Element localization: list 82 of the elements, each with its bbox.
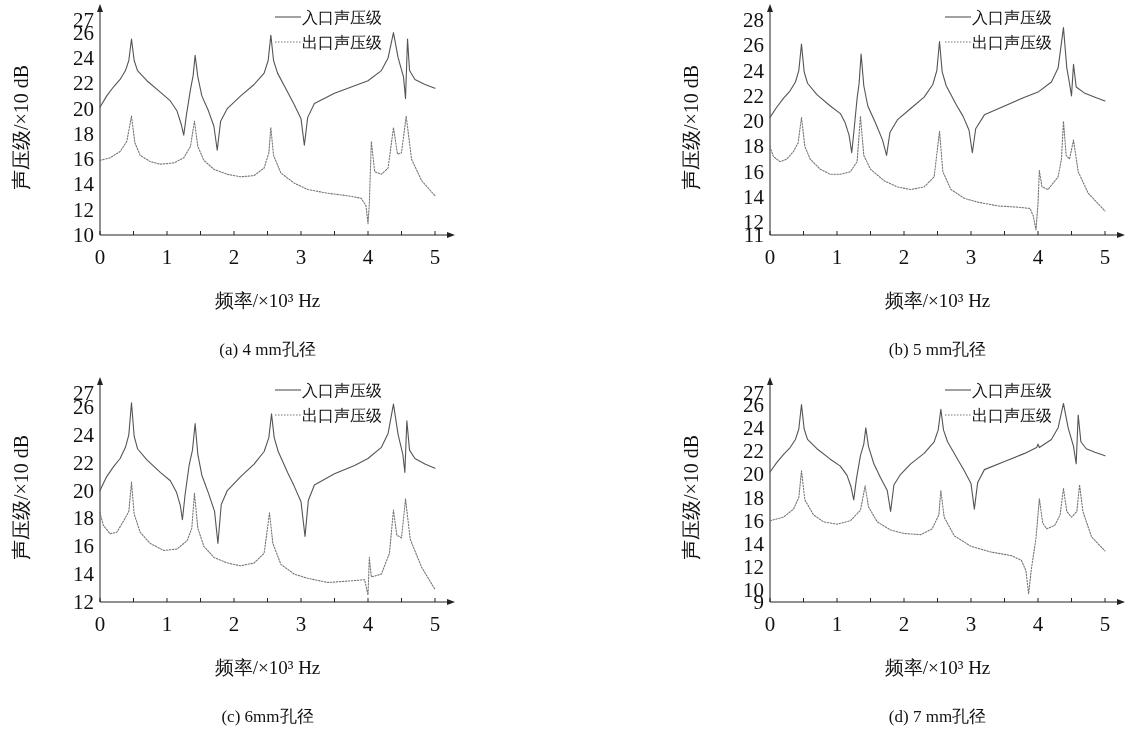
- x-tick-label: 0: [764, 612, 776, 636]
- x-tick-label: 2: [898, 245, 910, 269]
- text: (d) 7 mm孔径: [888, 707, 987, 726]
- y-tick-label: 22: [743, 83, 764, 108]
- line-series: [769, 27, 1106, 156]
- y-tick-label: 20: [73, 478, 94, 503]
- y-tick-label: 18: [743, 134, 764, 159]
- y-tick-label: 24: [73, 45, 95, 70]
- y-axis-title: 声压级/×10 dB: [680, 64, 702, 191]
- legend-label: 入口声压级: [302, 382, 382, 399]
- line-series: [99, 32, 436, 151]
- x-tick-label: 1: [831, 245, 843, 269]
- x-tick-label: 2: [898, 612, 910, 636]
- line-series: [769, 402, 1106, 512]
- y-tick-label: 12: [73, 197, 94, 222]
- y-tick-label: 20: [743, 109, 764, 134]
- y-tick-label: 12: [743, 555, 764, 580]
- x-tick-label: 5: [429, 245, 441, 269]
- legend-label: 出口声压级: [302, 407, 382, 424]
- y-tick-label: 24: [73, 422, 95, 447]
- x-tick-label: 1: [161, 245, 173, 269]
- line-series: [769, 470, 1106, 595]
- y-tick-label: 14: [73, 562, 95, 587]
- x-tick-label: 1: [161, 612, 173, 636]
- y-tick-label: 16: [743, 159, 764, 184]
- x-tick-label: 1: [831, 612, 843, 636]
- y-axis-title: 声压级/×10 dB: [10, 434, 32, 561]
- y-tick-label: 22: [73, 71, 94, 96]
- y-tick-label: 12: [73, 590, 94, 614]
- x-tick-label: 3: [965, 612, 977, 636]
- x-tick-label: 0: [764, 245, 776, 269]
- y-tick-label: 16: [73, 534, 94, 559]
- x-tick-label: 0: [94, 245, 106, 269]
- text: (c) 6mm孔径: [221, 707, 314, 726]
- x-tick-label: 3: [295, 612, 307, 636]
- x-tick-label: 5: [1099, 245, 1111, 269]
- y-axis-title: 声压级/×10 dB: [680, 434, 702, 561]
- x-tick-label: 4: [1032, 245, 1044, 269]
- x-axis-title: 频率/×10³ Hz: [214, 657, 321, 678]
- x-axis-title: 频率/×10³ Hz: [214, 290, 321, 311]
- y-tick-label: 14: [743, 185, 765, 210]
- legend-label: 出口声压级: [972, 34, 1052, 51]
- y-tick-label: 16: [73, 147, 94, 172]
- x-axis-title: 频率/×10³ Hz: [884, 657, 991, 678]
- y-tick-label: 18: [73, 506, 94, 531]
- x-tick-label: 5: [1099, 612, 1111, 636]
- legend-label: 出口声压级: [302, 34, 382, 51]
- line-series: [99, 481, 436, 596]
- x-tick-label: 2: [228, 245, 240, 269]
- y-tick-label: 22: [73, 450, 94, 475]
- y-axis-title: 声压级/×10 dB: [10, 64, 32, 191]
- y-tick-label: 16: [743, 508, 764, 533]
- y-tick-label: 18: [73, 121, 94, 146]
- y-tick-label: 24: [743, 58, 765, 83]
- y-tick-label: 24: [743, 415, 765, 440]
- y-tick-label: 28: [743, 8, 764, 32]
- x-tick-label: 3: [295, 245, 307, 269]
- legend-label: 入口声压级: [972, 9, 1052, 26]
- y-tick-label: 20: [743, 462, 764, 487]
- legend-label: 出口声压级: [972, 407, 1052, 424]
- y-tick-label: 14: [743, 531, 765, 556]
- x-tick-label: 2: [228, 612, 240, 636]
- x-axis-title: 频率/×10³ Hz: [884, 290, 991, 311]
- y-tick-label: 14: [73, 172, 95, 197]
- x-tick-label: 4: [362, 612, 374, 636]
- x-tick-label: 5: [429, 612, 441, 636]
- y-tick-label: 22: [743, 439, 764, 464]
- x-tick-label: 0: [94, 612, 106, 636]
- text: (b) 5 mm孔径: [888, 340, 987, 359]
- y-tick-label: 20: [73, 96, 94, 121]
- y-tick-label: 10: [73, 223, 94, 247]
- line-series: [99, 402, 436, 545]
- x-tick-label: 4: [362, 245, 374, 269]
- y-tick-label: 26: [743, 33, 764, 58]
- y-tick-label: 18: [743, 485, 764, 510]
- legend-label: 入口声压级: [302, 9, 382, 26]
- legend-label: 入口声压级: [972, 382, 1052, 399]
- line-series: [769, 115, 1106, 231]
- x-tick-label: 3: [965, 245, 977, 269]
- text: (a) 4 mm孔径: [219, 340, 316, 359]
- line-series: [99, 115, 436, 225]
- x-tick-label: 4: [1032, 612, 1044, 636]
